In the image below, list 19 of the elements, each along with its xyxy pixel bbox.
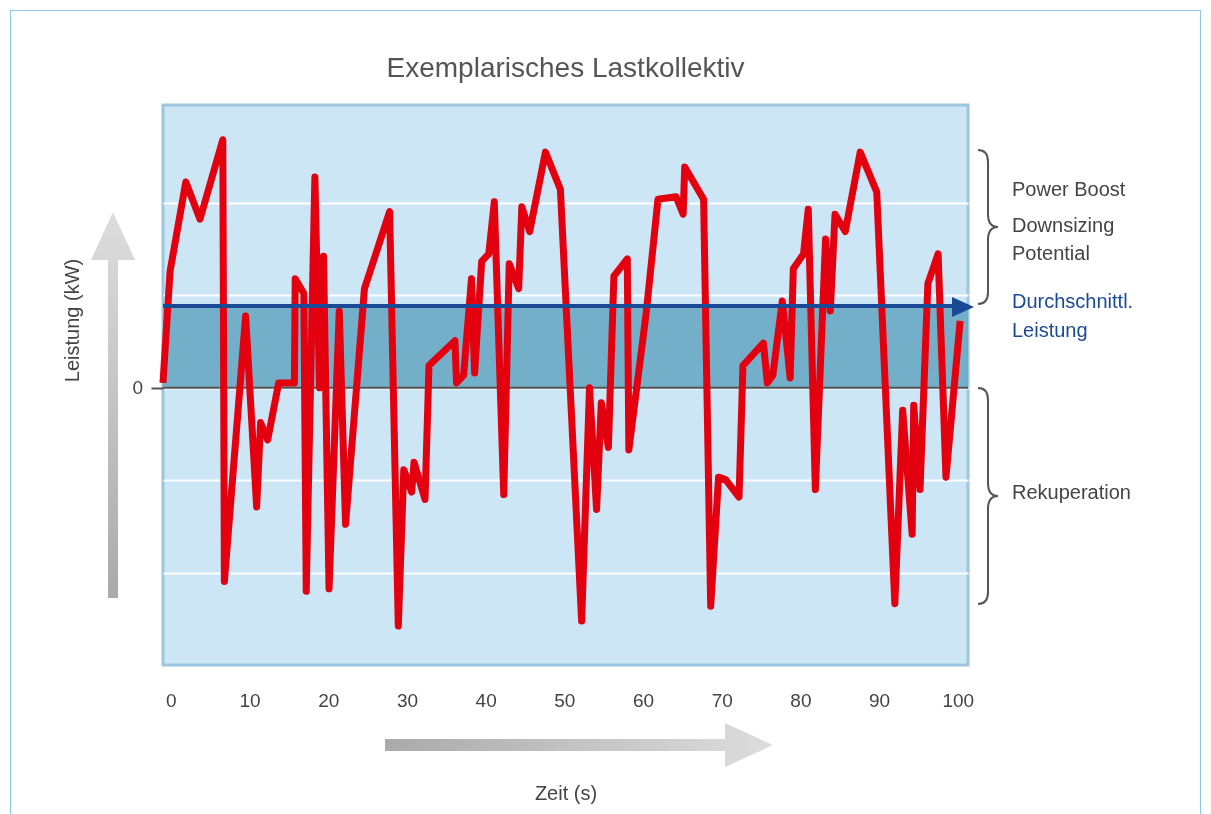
- y-axis-title: Leistung (kW): [60, 258, 83, 383]
- chart-title: Exemplarisches Lastkollektiv: [386, 52, 745, 83]
- x-tick-label: 60: [632, 689, 655, 711]
- x-tick-label: 30: [396, 689, 419, 711]
- x-tick-label: 80: [790, 689, 812, 711]
- x-tick-label: 20: [318, 689, 340, 711]
- x-axis-title: Zeit (s): [534, 781, 598, 804]
- x-tick-label: 70: [711, 689, 733, 711]
- x-tick-label: 0: [166, 689, 177, 711]
- text: Rekuperation: [1012, 481, 1131, 503]
- text: Power Boost: [1012, 178, 1126, 200]
- x-tick-label: 100: [942, 689, 975, 711]
- ref-line-label: Durchschnittl. Leistung: [1012, 289, 1134, 341]
- x-tick-label: 50: [554, 689, 576, 711]
- text: Downsizing Potential: [1012, 214, 1115, 264]
- text: 0: [132, 377, 143, 398]
- x-tick-label: 40: [475, 689, 497, 711]
- x-tick-label: 10: [239, 689, 261, 711]
- x-tick-label: 90: [869, 689, 891, 711]
